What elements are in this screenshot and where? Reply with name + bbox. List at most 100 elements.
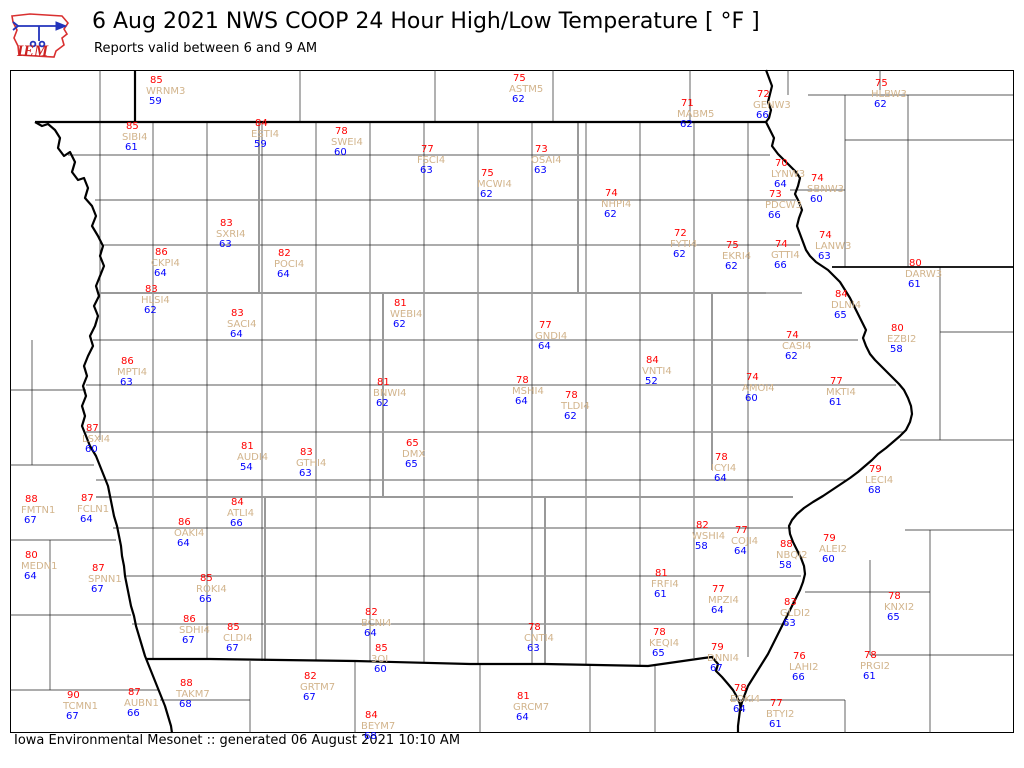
station-marker-SXRI4: 83 SXRI4 63 [216,218,245,251]
station-id: BEYM7 [361,720,396,732]
station-high-temp: 80 [891,323,904,334]
station-high-temp: 77 [539,320,552,331]
station-high-temp: 65 [406,438,419,449]
station-high-temp: 78 [864,650,877,661]
station-id: KEQI4 [649,637,680,649]
station-high-temp: 82 [365,607,378,618]
station-high-temp: 81 [241,441,254,452]
station-high-temp: 83 [220,218,233,229]
station-high-temp: 74 [605,188,618,199]
station-marker-ROKI4: 85 ROKI4 66 [196,573,227,606]
station-id: MABM5 [677,108,715,120]
station-id: POCI4 [274,258,305,270]
station-marker-TLDI4: 78 TLDI4 62 [561,390,590,423]
station-low-temp: 60 [810,194,823,205]
station-low-temp: 62 [874,99,887,110]
station-id: MKTI4 [826,386,856,398]
station-marker-SACI4: 83 SACI4 64 [227,308,257,341]
station-high-temp: 82 [696,520,709,531]
station-low-temp: 64 [154,268,167,279]
station-id: FYTI4 [670,238,698,250]
station-high-temp: 86 [178,517,191,528]
station-marker-LSXI4: 87 LSXI4 60 [82,423,110,456]
station-low-temp: 65 [405,459,418,470]
station-id: GTHI4 [296,457,327,469]
station-id: VNTI4 [642,365,672,377]
station-high-temp: 78 [565,390,578,401]
station-high-temp: 73 [535,144,548,155]
station-marker-EOKI4: 78 EOKI4 64 [730,683,761,716]
station-id: MPZI4 [708,594,739,606]
station-high-temp: 76 [793,651,806,662]
station-low-temp: 63 [783,618,796,629]
footer-text: Iowa Environmental Mesonet :: generated … [14,733,461,748]
station-low-temp: 61 [863,671,876,682]
station-marker-FRFI4: 81 FRFI4 61 [651,568,679,601]
station-high-temp: 74 [786,330,799,341]
station-low-temp: 60 [745,393,758,404]
station-marker-ASTM5: 75 ASTM5 62 [509,73,544,106]
station-id: ALEI2 [819,543,848,555]
station-marker-SWEI4: 78 SWEI4 60 [331,126,363,159]
station-low-temp: 64 [277,269,290,280]
missouri-river [34,121,174,734]
station-id: OAKI4 [174,527,205,539]
station-low-temp: 63 [120,377,133,388]
station-id: GLDI2 [780,607,811,619]
station-high-temp: 84 [646,355,659,366]
page-subtitle: Reports valid between 6 and 9 AM [94,41,318,56]
station-low-temp: 54 [240,462,253,473]
station-marker-WSHI4: 82 WSHI4 58 [692,520,725,553]
mississippi-river [736,69,914,733]
station-low-temp: 64 [538,341,551,352]
station-marker-FMTN1: 88 FMTN1 67 [21,494,55,527]
station-id: SBNW3 [807,183,844,195]
station-high-temp: 86 [183,614,196,625]
station-high-temp: 84 [255,118,268,129]
station-id: MPTI4 [117,366,148,378]
station-marker-MCWI4: 75 MCWI4 62 [477,168,512,201]
station-id: ASTM5 [509,83,544,95]
station-marker-LAHI2: 76 LAHI2 66 [789,651,818,684]
station-id: FRFI4 [651,578,679,590]
station-marker-SBNW3: 74 SBNW3 60 [807,173,844,206]
station-high-temp: 85 [126,121,139,132]
station-marker-NBQI2: 88 NBQI2 58 [776,539,808,572]
station-low-temp: 60 [374,664,387,675]
station-id: DNNI4 [707,652,739,664]
station-low-temp: 60 [334,147,347,158]
station-id: SPNN1 [88,573,122,585]
station-low-temp: 62 [393,319,406,330]
station-high-temp: 82 [304,671,317,682]
station-marker-MEDN1: 80 MEDN1 64 [21,550,58,583]
station-high-temp: 75 [481,168,494,179]
station-low-temp: 63 [420,165,433,176]
station-high-temp: 88 [780,539,793,550]
station-marker-LYNW3: 70 LYNW3 64 [771,158,805,191]
station-low-temp: 66 [230,518,243,529]
station-high-temp: 81 [655,568,668,579]
station-marker-SIBI4: 85 SIBI4 61 [122,121,148,154]
station-high-temp: 78 [653,627,666,638]
station-id: EOKI4 [730,693,761,705]
iowa-south-border [146,655,743,712]
station-id: HLSI4 [141,294,170,306]
station-low-temp: 65 [652,648,665,659]
station-id: SIBI4 [122,131,148,143]
county-lines [10,70,1013,733]
station-marker-TAKM7: 88 TAKM7 68 [176,678,210,711]
station-marker-ESTI4: 84 ESTI4 59 [251,118,279,151]
station-low-temp: 64 [711,605,724,616]
station-high-temp: 85 [150,75,163,86]
station-id: LANW3 [815,240,852,252]
station-high-temp: 87 [128,687,141,698]
station-high-temp: 86 [121,356,134,367]
station-id: MEDN1 [21,560,58,572]
station-marker-BNWI4: 81 BNWI4 62 [373,377,407,410]
station-id: GRTM7 [300,681,336,693]
state-border-lines [34,69,1013,734]
station-id: OSAI4 [531,154,562,166]
station-id: CKPI4 [151,257,180,269]
station-marker-PRGI2: 78 PRGI2 61 [860,650,890,683]
station-high-temp: 88 [25,494,38,505]
